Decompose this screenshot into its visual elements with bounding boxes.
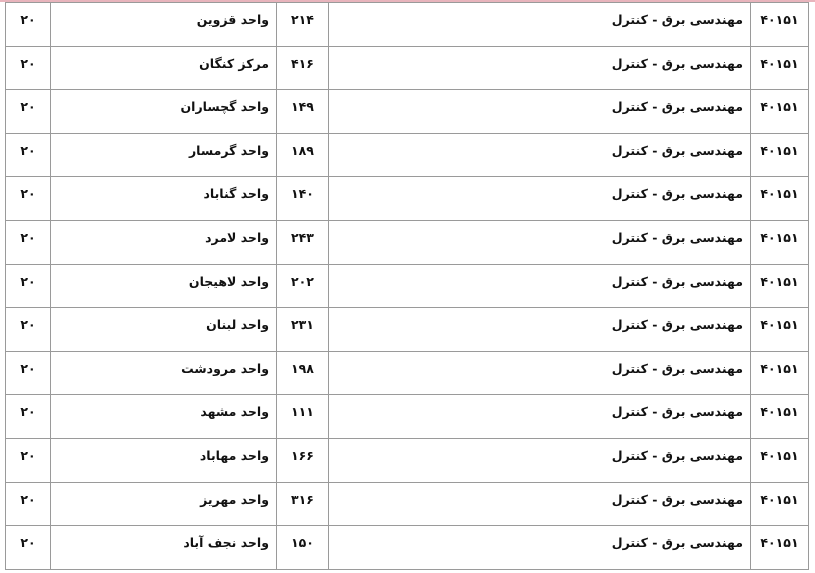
unit-code-cell: ۱۶۶ bbox=[276, 438, 329, 483]
unit-code-cell: ۱۵۰ bbox=[276, 525, 329, 570]
capacity-cell: ۲۰ bbox=[5, 394, 51, 439]
unit-code-cell: ۴۱۶ bbox=[276, 45, 329, 91]
capacity-cell: ۲۰ bbox=[5, 438, 51, 483]
unit-name-cell: واحد لاهیجان bbox=[50, 263, 277, 309]
capacity-cell: ۲۰ bbox=[5, 263, 51, 309]
unit-name-cell: واحد نجف آباد bbox=[50, 525, 277, 570]
unit-code-cell: ۲۱۴ bbox=[276, 2, 329, 47]
capacity-cell: ۲۰ bbox=[5, 89, 51, 134]
field-name-cell: مهندسی برق - کنترل bbox=[328, 45, 751, 91]
capacity-cell: ۲۰ bbox=[5, 307, 51, 352]
field-name-cell: مهندسی برق - کنترل bbox=[328, 481, 751, 527]
unit-code-cell: ۱۸۹ bbox=[276, 132, 329, 178]
course-code-cell: ۴۰۱۵۱ bbox=[750, 481, 809, 527]
unit-name-cell: واحد گرمسار bbox=[50, 132, 277, 178]
unit-code-cell: ۱۱۱ bbox=[276, 394, 329, 439]
course-code-cell: ۴۰۱۵۱ bbox=[750, 176, 809, 221]
unit-code-cell: ۲۴۳ bbox=[276, 220, 329, 265]
unit-name-cell: واحد گناباد bbox=[50, 176, 277, 221]
unit-code-cell: ۳۱۶ bbox=[276, 481, 329, 527]
unit-name-cell: واحد گچساران bbox=[50, 89, 277, 134]
top-border bbox=[0, 0, 815, 2]
unit-name-cell: مرکز کنگان bbox=[50, 45, 277, 91]
unit-name-cell: واحد مشهد bbox=[50, 394, 277, 439]
capacity-cell: ۲۰ bbox=[5, 481, 51, 527]
field-name-cell: مهندسی برق - کنترل bbox=[328, 307, 751, 352]
course-code-cell: ۴۰۱۵۱ bbox=[750, 2, 809, 47]
unit-name-cell: واحد مهاباد bbox=[50, 438, 277, 483]
capacity-cell: ۲۰ bbox=[5, 220, 51, 265]
course-code-cell: ۴۰۱۵۱ bbox=[750, 263, 809, 309]
course-code-cell: ۴۰۱۵۱ bbox=[750, 45, 809, 91]
course-code-cell: ۴۰۱۵۱ bbox=[750, 89, 809, 134]
course-code-cell: ۴۰۱۵۱ bbox=[750, 438, 809, 483]
unit-code-cell: ۲۰۲ bbox=[276, 263, 329, 309]
capacity-cell: ۲۰ bbox=[5, 525, 51, 570]
course-code-cell: ۴۰۱۵۱ bbox=[750, 525, 809, 570]
capacity-cell: ۲۰ bbox=[5, 2, 51, 47]
unit-code-cell: ۱۴۹ bbox=[276, 89, 329, 134]
field-name-cell: مهندسی برق - کنترل bbox=[328, 394, 751, 439]
field-name-cell: مهندسی برق - کنترل bbox=[328, 220, 751, 265]
capacity-cell: ۲۰ bbox=[5, 132, 51, 178]
unit-name-cell: واحد لامرد bbox=[50, 220, 277, 265]
field-name-cell: مهندسی برق - کنترل bbox=[328, 525, 751, 570]
course-code-cell: ۴۰۱۵۱ bbox=[750, 220, 809, 265]
field-name-cell: مهندسی برق - کنترل bbox=[328, 350, 751, 396]
course-code-cell: ۴۰۱۵۱ bbox=[750, 350, 809, 396]
unit-name-cell: واحد لبنان bbox=[50, 307, 277, 352]
unit-name-cell: واحد مهریز bbox=[50, 481, 277, 527]
course-code-cell: ۴۰۱۵۱ bbox=[750, 394, 809, 439]
field-name-cell: مهندسی برق - کنترل bbox=[328, 132, 751, 178]
unit-name-cell: واحد قزوین bbox=[50, 2, 277, 47]
course-code-cell: ۴۰۱۵۱ bbox=[750, 132, 809, 178]
capacity-cell: ۲۰ bbox=[5, 176, 51, 221]
capacity-cell: ۲۰ bbox=[5, 45, 51, 91]
field-name-cell: مهندسی برق - کنترل bbox=[328, 2, 751, 47]
unit-code-cell: ۱۹۸ bbox=[276, 350, 329, 396]
course-code-cell: ۴۰۱۵۱ bbox=[750, 307, 809, 352]
field-name-cell: مهندسی برق - کنترل bbox=[328, 89, 751, 134]
field-name-cell: مهندسی برق - کنترل bbox=[328, 263, 751, 309]
field-name-cell: مهندسی برق - کنترل bbox=[328, 438, 751, 483]
field-name-cell: مهندسی برق - کنترل bbox=[328, 176, 751, 221]
unit-code-cell: ۱۴۰ bbox=[276, 176, 329, 221]
unit-name-cell: واحد مرودشت bbox=[50, 350, 277, 396]
unit-code-cell: ۲۳۱ bbox=[276, 307, 329, 352]
capacity-cell: ۲۰ bbox=[5, 350, 51, 396]
